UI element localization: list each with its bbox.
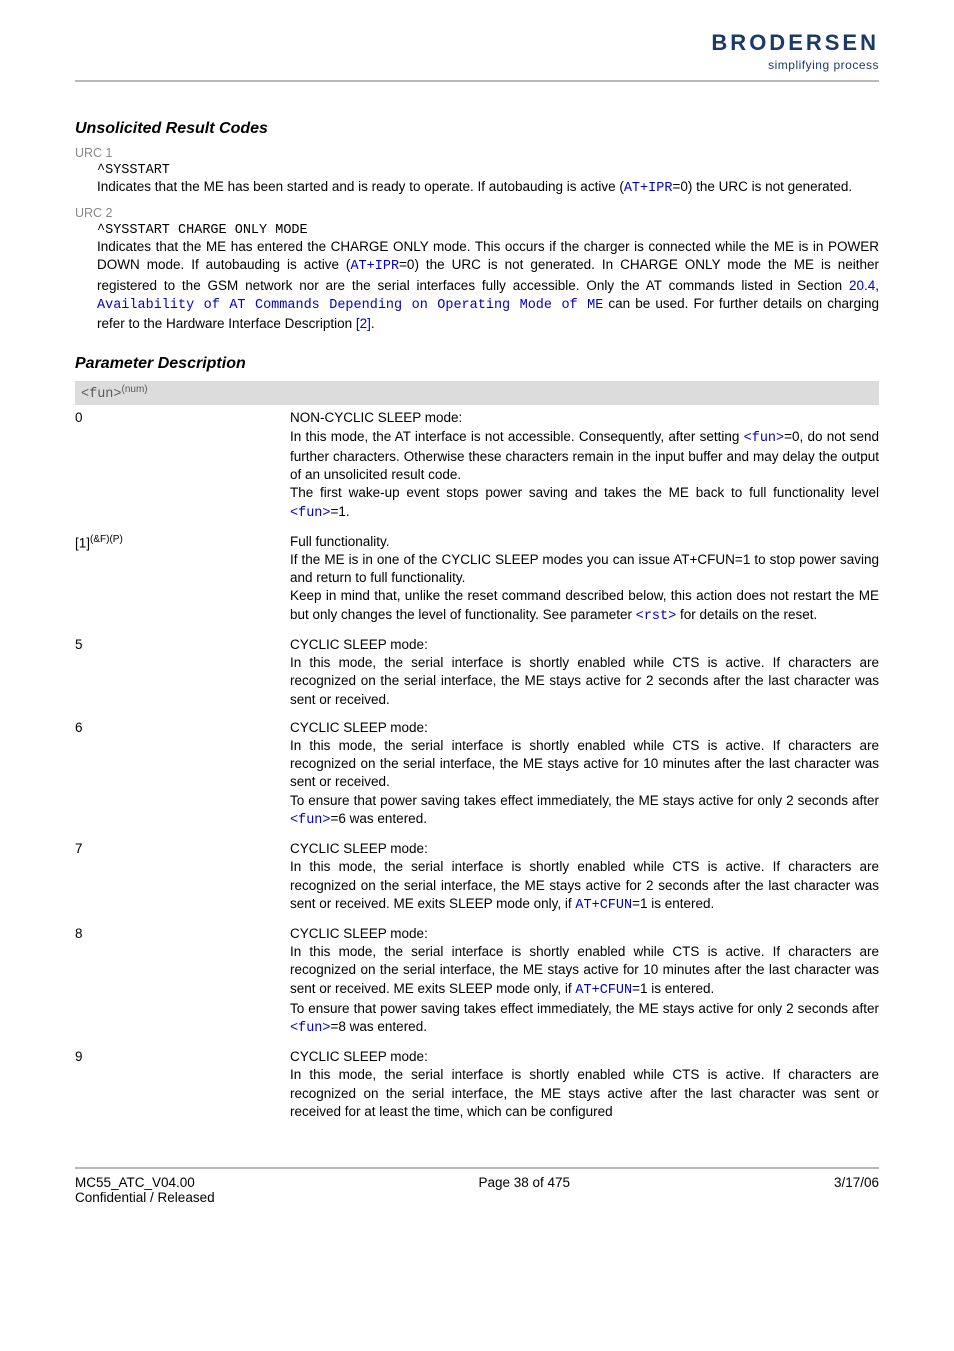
at-ipr-link[interactable]: AT+IPR: [624, 181, 673, 196]
param-row: 7CYCLIC SLEEP mode:In this mode, the ser…: [75, 840, 879, 915]
param-description: NON-CYCLIC SLEEP mode:In this mode, the …: [290, 409, 879, 522]
urc2-text-e: .: [371, 316, 375, 331]
param-row: 0NON-CYCLIC SLEEP mode:In this mode, the…: [75, 409, 879, 522]
at-ipr-link-2[interactable]: AT+IPR: [350, 259, 399, 274]
urc2-code: ^SYSSTART CHARGE ONLY MODE: [97, 223, 879, 238]
param-value-key: 5: [75, 636, 290, 654]
param-row: 9CYCLIC SLEEP mode:In this mode, the ser…: [75, 1048, 879, 1121]
param-key-sup: (num): [122, 384, 148, 395]
param-value-key: [1](&F)(P): [75, 533, 290, 553]
param-mono-link[interactable]: <fun>: [290, 1021, 331, 1036]
param-description: Full functionality.If the ME is in one o…: [290, 533, 879, 626]
urc2-description: Indicates that the ME has entered the CH…: [97, 238, 879, 333]
param-mono-link[interactable]: AT+CFUN: [575, 983, 632, 998]
urc1-code: ^SYSSTART: [97, 163, 879, 178]
param-mono-link[interactable]: <fun>: [290, 813, 331, 828]
param-mono-link[interactable]: <fun>: [744, 431, 785, 446]
urc1-desc-pre: Indicates that the ME has been started a…: [97, 179, 624, 194]
urc-section-title: Unsolicited Result Codes: [75, 120, 879, 138]
footer-page: Page 38 of 475: [478, 1175, 570, 1205]
param-value-key: 6: [75, 719, 290, 737]
footer-date: 3/17/06: [834, 1175, 879, 1205]
param-key-name: <fun>: [81, 387, 122, 402]
param-value-key: 9: [75, 1048, 290, 1066]
logo-subtitle: simplifying process: [711, 58, 879, 72]
urc2-label: URC 2: [75, 206, 879, 220]
param-value-key: 0: [75, 409, 290, 427]
param-table: 0NON-CYCLIC SLEEP mode:In this mode, the…: [75, 409, 879, 1121]
param-mono-link[interactable]: <rst>: [636, 609, 677, 624]
param-key-row: <fun>(num): [75, 381, 879, 405]
logo: BRODERSEN simplifying process: [711, 30, 879, 72]
urc2-text-c: ,: [875, 278, 879, 293]
param-description: CYCLIC SLEEP mode:In this mode, the seri…: [290, 925, 879, 1038]
availability-link[interactable]: Availability of AT Commands Depending on…: [97, 298, 603, 313]
footer-doc-id: MC55_ATC_V04.00: [75, 1175, 215, 1190]
param-description: CYCLIC SLEEP mode:In this mode, the seri…: [290, 719, 879, 830]
param-row: 6CYCLIC SLEEP mode:In this mode, the ser…: [75, 719, 879, 830]
page-footer: MC55_ATC_V04.00 Confidential / Released …: [75, 1167, 879, 1205]
param-description: CYCLIC SLEEP mode:In this mode, the seri…: [290, 840, 879, 915]
param-row: [1](&F)(P)Full functionality.If the ME i…: [75, 533, 879, 626]
param-mono-link[interactable]: <fun>: [290, 506, 331, 521]
ref-link[interactable]: [2]: [356, 316, 371, 331]
param-value-key: 7: [75, 840, 290, 858]
param-description: CYCLIC SLEEP mode:In this mode, the seri…: [290, 636, 879, 709]
page-header: BRODERSEN simplifying process: [75, 0, 879, 82]
param-mono-link[interactable]: AT+CFUN: [575, 898, 632, 913]
urc1-desc-post: =0) the URC is not generated.: [672, 179, 852, 194]
param-row: 5CYCLIC SLEEP mode:In this mode, the ser…: [75, 636, 879, 709]
logo-main: BRODERSEN: [711, 30, 879, 56]
param-value-key: 8: [75, 925, 290, 943]
param-description: CYCLIC SLEEP mode:In this mode, the seri…: [290, 1048, 879, 1121]
urc1-description: Indicates that the ME has been started a…: [97, 178, 879, 198]
param-section-title: Parameter Description: [75, 355, 879, 373]
footer-confidential: Confidential / Released: [75, 1190, 215, 1205]
param-row: 8CYCLIC SLEEP mode:In this mode, the ser…: [75, 925, 879, 1038]
section-link[interactable]: 20.4: [849, 278, 875, 293]
urc1-label: URC 1: [75, 146, 879, 160]
